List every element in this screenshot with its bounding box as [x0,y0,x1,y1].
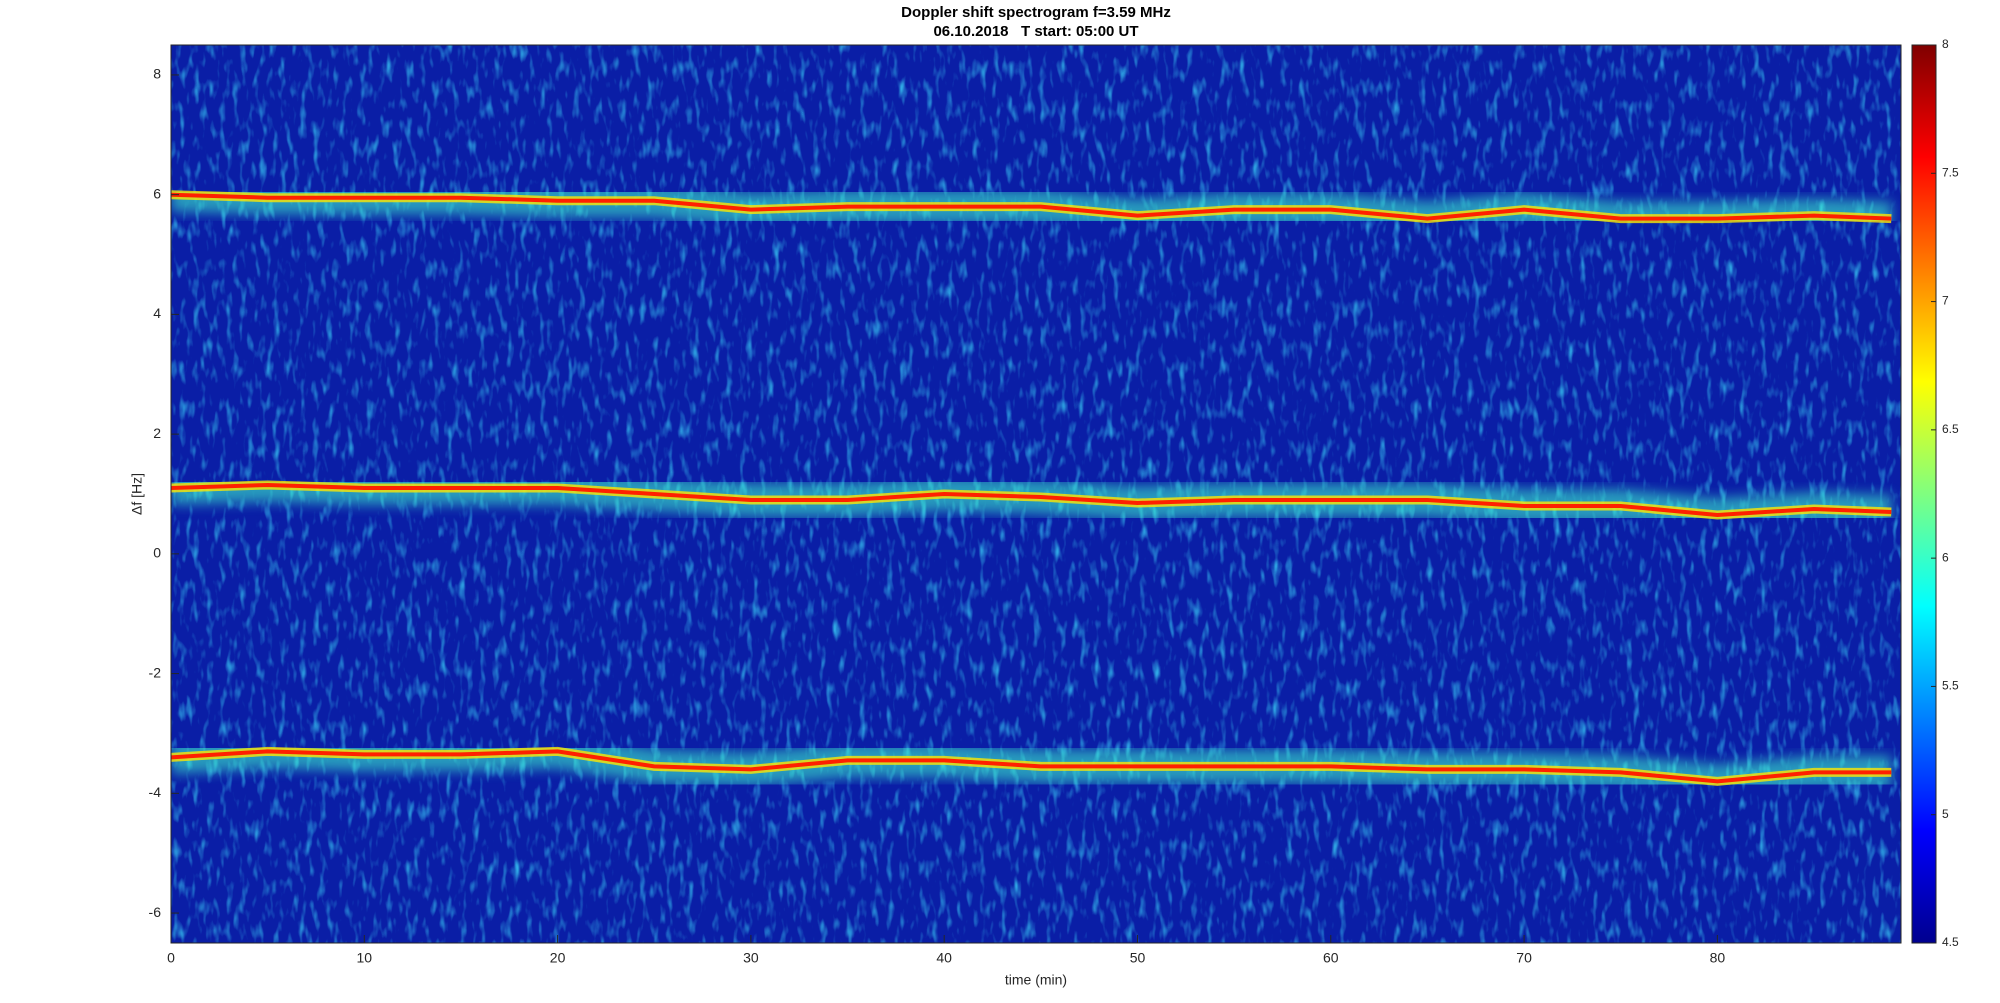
x-tick-label: 0 [167,950,175,966]
colorbar-tick-label: 6.5 [1942,422,1959,436]
x-tick-label: 70 [1516,950,1532,966]
x-tick-label: 50 [1130,950,1146,966]
y-tick-label: 2 [153,425,161,441]
traces [171,177,1892,799]
colorbar-tick-label: 5 [1942,807,1949,821]
colorbar-tick-label: 7 [1942,294,1949,308]
y-tick-label: 0 [153,545,161,561]
chart-title: Doppler shift spectrogram f=3.59 MHz [901,4,1171,21]
x-tick-label: 40 [936,950,952,966]
x-tick-label: 80 [1710,950,1726,966]
colorbar [1911,44,1937,944]
y-tick-label: -6 [149,904,162,920]
y-axis-label: Δf [Hz] [129,473,145,515]
x-tick-label: 20 [550,950,566,966]
y-tick-label: -4 [149,784,162,800]
x-tick-label: 30 [743,950,759,966]
colorbar-tick-label: 6 [1942,550,1949,564]
y-tick-label: -2 [149,664,162,680]
colorbar-tick-label: 5.5 [1942,679,1959,693]
chart-subtitle: 06.10.2018 T start: 05:00 UT [933,23,1138,40]
trace [171,192,1892,221]
x-tick-label: 10 [357,950,373,966]
x-axis-label: time (min) [1005,972,1067,988]
y-tick-label: 4 [153,305,161,321]
y-tick-label: 6 [153,185,161,201]
x-tick-label: 60 [1323,950,1339,966]
colorbar-tick-label: 7.5 [1942,165,1959,179]
trace [171,482,1892,518]
y-tick-label: 8 [153,66,161,82]
colorbar-tick-label: 8 [1942,37,1949,51]
trace [171,749,1892,784]
colorbar-tick-label: 4.5 [1942,935,1959,949]
plot-frame [170,44,1902,944]
